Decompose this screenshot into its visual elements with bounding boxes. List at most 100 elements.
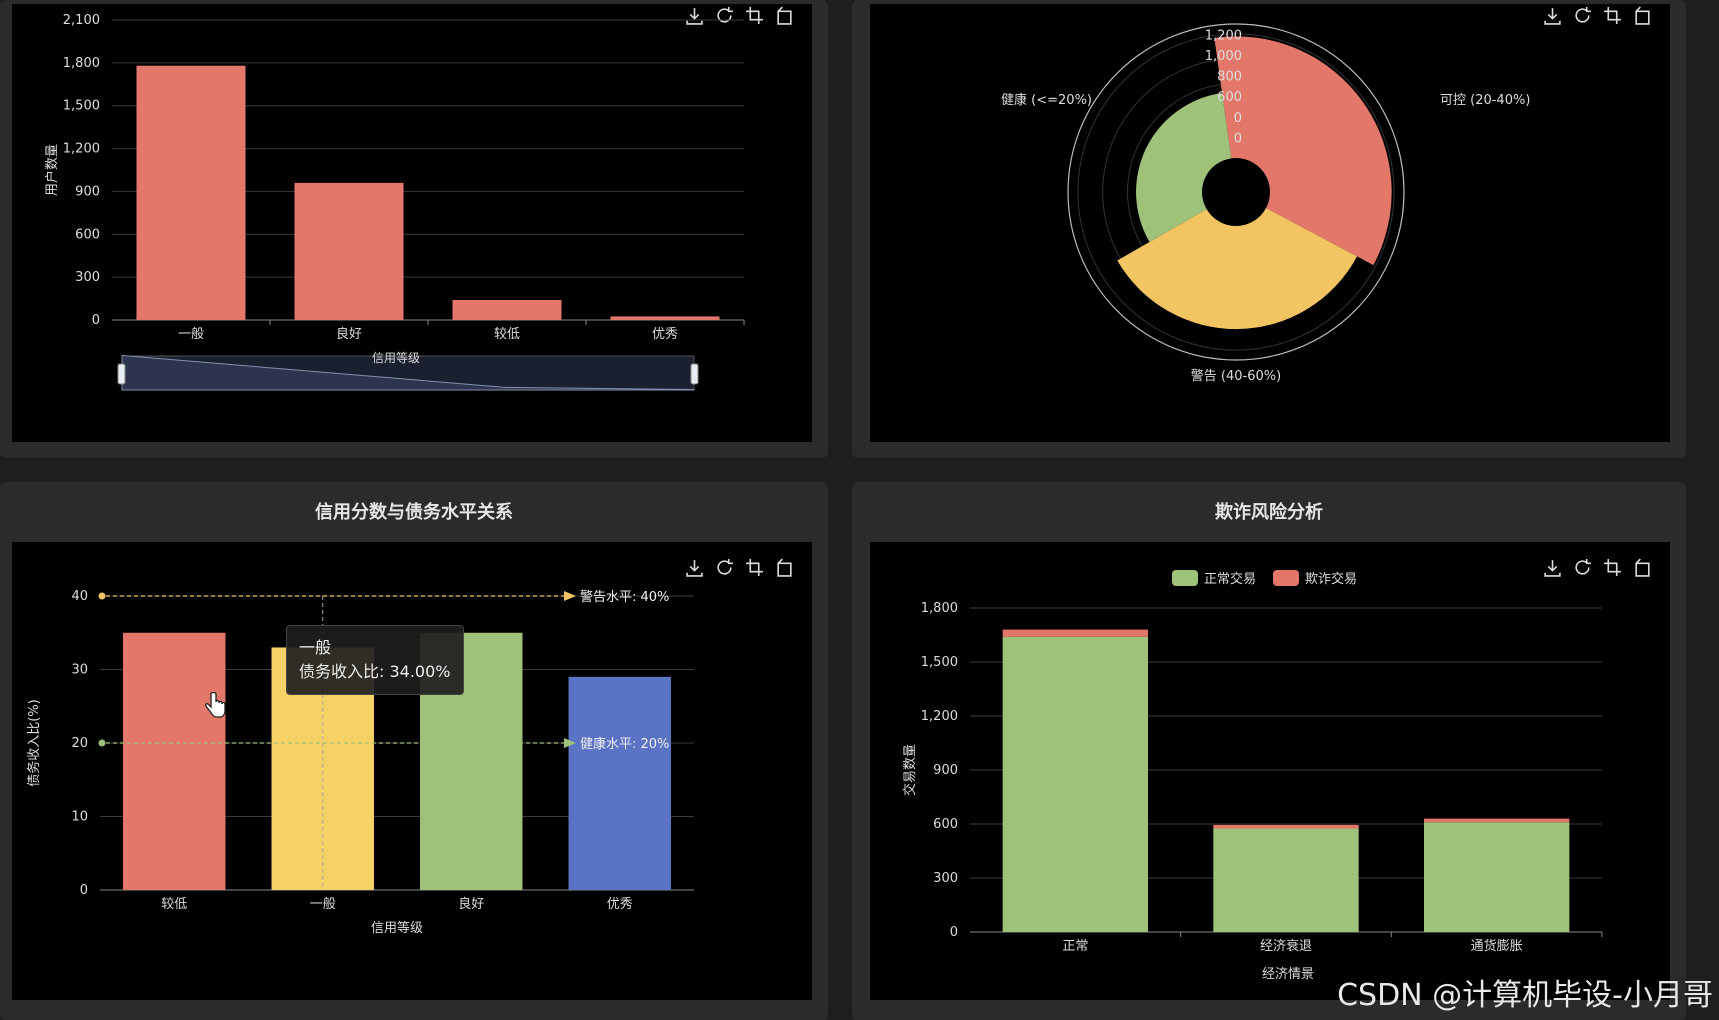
radial-tick-label: 0 — [1234, 111, 1242, 126]
restore-icon[interactable] — [775, 558, 794, 577]
y-tick-label: 900 — [933, 763, 958, 778]
refresh-icon[interactable] — [1573, 6, 1592, 25]
y-tick-label: 1,800 — [63, 56, 100, 71]
markline-label: 警告水平: 40% — [580, 589, 669, 605]
zoom-icon[interactable] — [1603, 558, 1622, 577]
hand-cursor-icon — [204, 692, 226, 718]
x-tick-label: 良好 — [336, 326, 362, 342]
toolbox — [1543, 6, 1652, 25]
y-tick-label: 0 — [80, 883, 88, 898]
radial-tick-label: 1,200 — [1205, 28, 1242, 43]
y-axis-label: 用户数量 — [44, 144, 60, 196]
chart-area-debt-rose: 1,200 1,000 800 600 0 0 可控 (20-40%) 警告 (40-60%)… — [870, 4, 1670, 442]
legend-label: 欺诈交易 — [1305, 571, 1357, 587]
rose-slice — [1214, 36, 1392, 266]
watermark: CSDN @计算机毕设-小月哥 — [1337, 978, 1713, 1013]
y-tick-label: 1,500 — [921, 655, 958, 670]
restore-icon[interactable] — [1633, 6, 1652, 25]
radial-ring — [1077, 33, 1395, 351]
panel-title: 欺诈风险分析 — [1215, 502, 1323, 523]
bar-segment — [1213, 828, 1359, 932]
x-tick-label: 良好 — [458, 896, 484, 912]
x-tick-label: 较低 — [494, 327, 520, 342]
x-tick-label: 一般 — [178, 326, 204, 342]
chart-area-credit-users: 0 300 600 900 1,200 1,500 1,800 2,100 一般 良好 较低 优秀 用户… — [12, 4, 812, 442]
x-axis-label: 信用等级 — [372, 351, 420, 365]
bar-segment — [1423, 822, 1570, 932]
bar — [136, 65, 246, 320]
y-tick-label: 1,200 — [921, 709, 958, 724]
markline-label: 健康水平: 20% — [580, 736, 669, 752]
slider-preview — [121, 354, 695, 391]
download-icon[interactable] — [685, 6, 704, 25]
radial-tick-label: 800 — [1217, 70, 1242, 85]
radial-tick-label: 600 — [1217, 90, 1242, 105]
y-tick-label: 10 — [71, 810, 88, 825]
slider-handle-left — [117, 363, 126, 385]
slice-label: 警告 (40-60%) — [1191, 368, 1281, 384]
y-tick-label: 2,100 — [63, 13, 100, 28]
tooltip-title: 一般 — [299, 638, 332, 657]
markline-start — [98, 592, 106, 600]
bar — [610, 316, 720, 320]
download-icon[interactable] — [1543, 6, 1562, 25]
download-icon[interactable] — [1543, 558, 1562, 577]
panel-title: 信用分数与债务水平关系 — [315, 502, 513, 523]
bar — [123, 632, 226, 890]
y-tick-label: 40 — [71, 589, 88, 604]
refresh-icon[interactable] — [715, 558, 734, 577]
x-tick-label: 正常 — [1062, 939, 1088, 954]
stacked-bar-chart-fraud: 0 300 600 900 1,200 1,500 1,800 正常 经济衰退 通货膨胀 正常交易 欺… — [902, 570, 1603, 982]
legend-swatch — [1273, 570, 1299, 586]
x-tick-label: 一般 — [310, 896, 336, 912]
markline-start — [98, 739, 106, 747]
y-tick-label: 30 — [71, 663, 88, 678]
restore-icon[interactable] — [775, 6, 794, 25]
panel-debt-rose: 1,200 1,000 800 600 0 0 可控 (20-40%) 警告 (40-60%)… — [852, 0, 1686, 458]
legend-label: 正常交易 — [1204, 571, 1256, 587]
chart-tooltip: 一般 债务收入比: 34.00% — [286, 625, 464, 695]
rose-chart-debt: 1,200 1,000 800 600 0 0 可控 (20-40%) 警告 (40-60%)… — [1001, 23, 1530, 384]
bar — [294, 182, 404, 320]
toolbox — [1543, 558, 1652, 577]
radial-tick-label: 1,000 — [1205, 49, 1242, 64]
zoom-icon[interactable] — [745, 6, 764, 25]
bar-segment — [1002, 629, 1149, 637]
x-tick-label: 优秀 — [607, 897, 633, 912]
x-tick-label: 优秀 — [652, 327, 678, 342]
chart-area-fraud: 0 300 600 900 1,200 1,500 1,800 正常 经济衰退 通货膨胀 正常交易 欺… — [870, 542, 1670, 1000]
download-icon[interactable] — [685, 558, 704, 577]
rose-slice — [1117, 207, 1358, 330]
y-tick-label: 1,800 — [921, 601, 958, 616]
y-axis-label: 债务收入比(%) — [26, 699, 42, 787]
y-tick-label: 0 — [92, 313, 100, 328]
y-tick-label: 300 — [75, 270, 100, 285]
y-tick-label: 600 — [933, 817, 958, 832]
y-tick-label: 900 — [75, 184, 100, 199]
bar-segment — [1213, 824, 1359, 829]
markline-arrow — [564, 738, 576, 748]
zoom-icon[interactable] — [745, 558, 764, 577]
y-tick-label: 1,200 — [63, 142, 100, 157]
bar-chart-credit-users: 0 300 600 900 1,200 1,500 1,800 2,100 一般 良好 较低 优秀 用户… — [44, 13, 745, 391]
panel-credit-users: 0 300 600 900 1,200 1,500 1,800 2,100 一般 良好 较低 优秀 用户… — [0, 0, 828, 458]
restore-icon[interactable] — [1633, 558, 1652, 577]
x-tick-label: 较低 — [161, 897, 187, 912]
y-tick-label: 20 — [71, 736, 88, 751]
chart-area-credit-debt: 0 10 20 30 40 较低 一般 良好 优秀 警告水平: 40% 健康水平: 20% 债务收入比… — [12, 542, 812, 1000]
slider-handle-right — [690, 363, 699, 385]
x-tick-label: 通货膨胀 — [1471, 938, 1523, 954]
rose-slice — [1136, 93, 1232, 242]
y-tick-label: 600 — [75, 227, 100, 242]
slice-label: 可控 (20-40%) — [1440, 93, 1530, 108]
bar — [568, 676, 671, 890]
x-axis-label: 经济情景 — [1262, 967, 1314, 982]
toolbox — [685, 558, 794, 577]
panel-credit-debt: 信用分数与债务水平关系 0 10 20 30 40 较低 一般 良好 优秀 警告水平: 40% 健康… — [0, 482, 828, 1020]
zoom-icon[interactable] — [1603, 6, 1622, 25]
refresh-icon[interactable] — [1573, 558, 1592, 577]
bar — [452, 300, 562, 320]
y-axis-label: 交易数量 — [902, 744, 918, 796]
datazoom-slider — [117, 354, 699, 391]
